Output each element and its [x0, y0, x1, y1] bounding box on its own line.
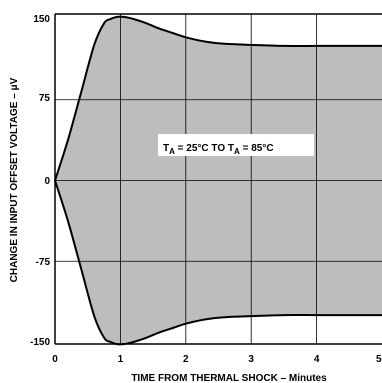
annotation-sub1: A	[169, 147, 175, 156]
x-axis-title: TIME FROM THERMAL SHOCK – Minutes	[131, 373, 327, 383]
annotation-t1: T	[163, 143, 169, 154]
annotation-sub2: A	[234, 147, 240, 156]
grid-lines	[55, 14, 382, 344]
upper-envelope-line	[54, 15, 382, 181]
y-tick-label: 75	[39, 93, 51, 104]
y-tick-labels: 150 75 0 -75 -150	[30, 14, 50, 348]
x-tick-labels: 0 1 2 3 4 5	[52, 354, 382, 365]
y-tick-label: -75	[36, 257, 51, 268]
x-tick-label: 3	[248, 354, 254, 365]
annotation-label: TA = 25°C TO TA = 85°C	[163, 143, 274, 156]
y-tick-label: 150	[33, 14, 50, 25]
y-tick-label: 0	[44, 176, 50, 187]
x-tick-label: 1	[118, 354, 124, 365]
x-tick-label: 5	[376, 354, 382, 365]
y-axis-title: CHANGE IN INPUT OFFSET VOLTAGE – μV	[9, 77, 20, 282]
x-tick-label: 4	[314, 354, 320, 365]
x-tick-label: 0	[52, 354, 58, 365]
y-tick-label: -150	[30, 337, 50, 348]
lower-envelope-line	[54, 180, 382, 346]
annotation-background	[158, 134, 314, 156]
x-tick-label: 2	[183, 354, 189, 365]
annotation-end: = 85°C	[240, 143, 274, 154]
annotation-mid: = 25°C TO T	[175, 143, 234, 154]
